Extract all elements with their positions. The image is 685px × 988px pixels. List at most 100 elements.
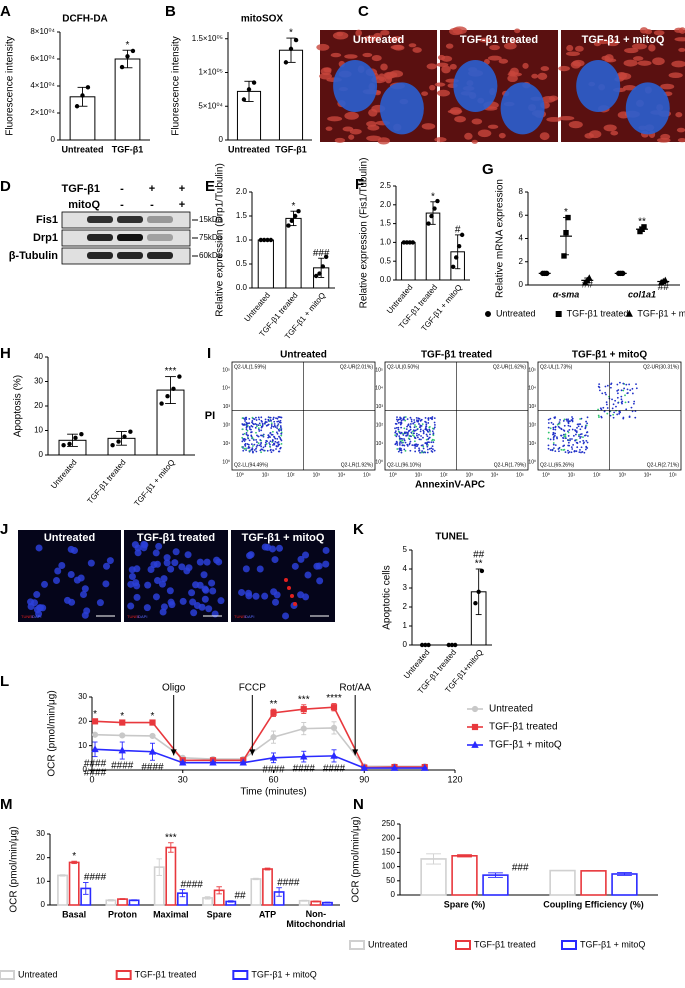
flow-event xyxy=(274,426,277,428)
flow-event xyxy=(584,434,587,437)
flow-event xyxy=(269,445,271,448)
data-point xyxy=(130,48,136,54)
flow-event xyxy=(394,431,397,434)
flow-event xyxy=(248,426,251,428)
flow-event xyxy=(627,401,630,403)
flow-event xyxy=(255,447,257,450)
flow-event xyxy=(401,439,404,442)
flow-event xyxy=(566,420,569,422)
flow-event xyxy=(583,451,586,454)
significance-label: ## xyxy=(473,550,485,561)
flow-event xyxy=(597,385,600,388)
flow-title: TGF-β1 treated xyxy=(421,350,492,361)
bar xyxy=(451,855,478,896)
flow-event xyxy=(280,416,283,419)
flow-event xyxy=(602,406,605,409)
nucleus xyxy=(261,543,269,551)
y-axis-label: Relative expression (Drp1/Tubulin) xyxy=(215,163,226,317)
data-point xyxy=(179,758,187,766)
mitochondria xyxy=(449,107,462,116)
flow-event xyxy=(421,423,424,426)
mitochondria xyxy=(540,66,550,72)
mitochondria xyxy=(412,47,422,53)
data-point xyxy=(268,237,274,243)
flow-event xyxy=(584,426,587,428)
flow-event xyxy=(624,401,627,404)
flow-event xyxy=(403,432,406,435)
flow-event xyxy=(260,416,263,419)
flow-y-tick: 10⁰ xyxy=(222,459,230,465)
mitochondria xyxy=(334,137,346,143)
panel-label: G xyxy=(482,161,494,178)
mitochondria xyxy=(639,27,648,34)
quadrant-label: Q2-LL(94.49%) xyxy=(234,462,269,468)
nucleus xyxy=(297,555,305,563)
flow-x-tick: 10¹ xyxy=(262,472,270,478)
mitochondria xyxy=(531,73,539,79)
event-label: FCCP xyxy=(239,683,267,694)
flow-event xyxy=(562,440,565,442)
significance-label: * xyxy=(126,40,130,51)
flow-event xyxy=(429,417,432,419)
y-axis-label: Apoptotic cells xyxy=(382,565,393,629)
y-tick-label: 4 xyxy=(519,234,524,243)
quadrant-label: Q2-LR(1.79%) xyxy=(494,462,527,468)
significance-label: ** xyxy=(270,699,278,710)
stain-label: TUNEL xyxy=(21,614,35,619)
significance-label: #### xyxy=(141,762,164,773)
mitochondria xyxy=(389,70,404,78)
flow-event xyxy=(276,425,279,427)
treatment-sign: - xyxy=(120,183,124,195)
flow-event xyxy=(426,430,429,433)
mitochondria xyxy=(588,130,602,139)
flow-event xyxy=(279,446,282,449)
flow-event xyxy=(420,435,422,437)
mitochondria xyxy=(434,137,447,143)
flow-event xyxy=(398,443,401,446)
nucleus xyxy=(196,558,204,566)
mitochondria xyxy=(436,89,450,97)
flow-event xyxy=(414,447,416,449)
flow-event xyxy=(604,391,607,394)
nucleus xyxy=(276,544,284,552)
data-point xyxy=(270,709,277,716)
flow-event xyxy=(255,419,258,421)
flow-event xyxy=(581,425,583,428)
mitochondria xyxy=(320,67,332,76)
significance-label: #### xyxy=(84,758,107,769)
nucleus xyxy=(203,558,211,566)
significance-label: # xyxy=(455,225,461,236)
data-point xyxy=(449,642,455,648)
flow-event xyxy=(269,440,272,443)
flow-event xyxy=(424,442,427,444)
flow-event xyxy=(270,423,273,426)
flow-event xyxy=(428,436,431,439)
flow-event xyxy=(409,423,412,425)
flow-event xyxy=(430,450,433,452)
flow-event xyxy=(414,450,417,453)
treatment-sign: - xyxy=(150,199,154,211)
nucleus xyxy=(152,593,160,601)
mitochondria xyxy=(607,39,619,47)
data-point xyxy=(283,60,289,65)
mitochondria xyxy=(348,134,355,140)
flow-event xyxy=(402,417,405,420)
nucleus xyxy=(297,591,305,599)
y-tick-label: 0.5 xyxy=(236,259,248,268)
flow-event xyxy=(399,432,402,435)
mitochondria xyxy=(362,52,373,58)
mitochondria xyxy=(558,115,575,121)
flow-event xyxy=(552,436,555,439)
flow-event xyxy=(407,423,410,426)
flow-event xyxy=(259,424,262,427)
y-axis-label: Fluorescence intensity xyxy=(171,36,182,136)
nucleus xyxy=(30,599,38,607)
flow-event xyxy=(427,417,430,420)
y-tick-label: 1.5 xyxy=(380,219,392,228)
flow-event xyxy=(422,447,425,450)
nucleus xyxy=(52,577,60,585)
mitochondria xyxy=(623,59,638,67)
mitochondria xyxy=(471,118,483,125)
mitochondria xyxy=(441,55,453,62)
data-point xyxy=(317,271,322,276)
